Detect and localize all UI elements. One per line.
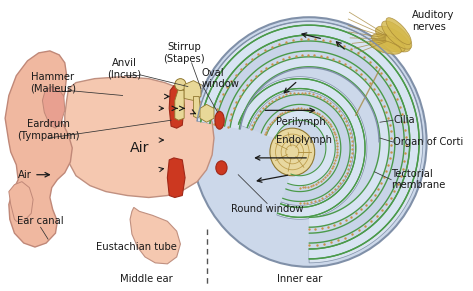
Circle shape	[270, 128, 315, 176]
Ellipse shape	[370, 40, 402, 54]
Polygon shape	[184, 81, 201, 100]
Text: Ear canal: Ear canal	[17, 216, 64, 226]
Ellipse shape	[372, 34, 405, 52]
Polygon shape	[215, 41, 404, 243]
Ellipse shape	[382, 21, 412, 49]
Ellipse shape	[216, 161, 227, 175]
Polygon shape	[65, 77, 214, 198]
Text: Organ of Corti: Organ of Corti	[393, 137, 463, 147]
Text: Round window: Round window	[231, 204, 303, 214]
Circle shape	[276, 134, 309, 170]
Circle shape	[192, 17, 427, 267]
Polygon shape	[230, 57, 389, 227]
Polygon shape	[253, 95, 350, 201]
Text: Inner ear: Inner ear	[277, 274, 323, 284]
Polygon shape	[200, 104, 214, 122]
Polygon shape	[266, 110, 335, 186]
Polygon shape	[9, 182, 33, 221]
Text: Eustachian tube: Eustachian tube	[96, 242, 177, 252]
Polygon shape	[175, 88, 184, 120]
Text: Anvil
(Incus): Anvil (Incus)	[107, 58, 141, 79]
Text: Endolymph: Endolymph	[276, 135, 333, 145]
Text: Middle ear: Middle ear	[120, 274, 172, 284]
Text: Eardrum
(Tympanum): Eardrum (Tympanum)	[17, 119, 79, 141]
Ellipse shape	[215, 111, 224, 129]
Text: Oval
window: Oval window	[202, 68, 240, 89]
Polygon shape	[197, 21, 423, 263]
Text: Stirrup
(Stapes): Stirrup (Stapes)	[163, 42, 205, 64]
Text: Auditory
nerves: Auditory nerves	[412, 10, 454, 32]
Text: Tectorial
membrane: Tectorial membrane	[391, 169, 446, 191]
Text: Air: Air	[18, 170, 32, 180]
Polygon shape	[236, 77, 367, 219]
Text: Air: Air	[130, 141, 149, 155]
Polygon shape	[238, 79, 365, 217]
Polygon shape	[5, 51, 72, 247]
Text: Cilia: Cilia	[393, 115, 415, 125]
Polygon shape	[169, 86, 184, 128]
Text: Hammer
(Malleus): Hammer (Malleus)	[30, 72, 76, 93]
Polygon shape	[130, 207, 180, 264]
Circle shape	[281, 140, 304, 164]
Ellipse shape	[376, 26, 411, 52]
Polygon shape	[43, 86, 65, 128]
Polygon shape	[167, 158, 185, 198]
Circle shape	[175, 79, 186, 91]
Ellipse shape	[386, 18, 411, 45]
Polygon shape	[201, 25, 419, 259]
Polygon shape	[193, 97, 201, 118]
Text: Perilymph: Perilymph	[276, 117, 326, 127]
Circle shape	[286, 145, 299, 159]
